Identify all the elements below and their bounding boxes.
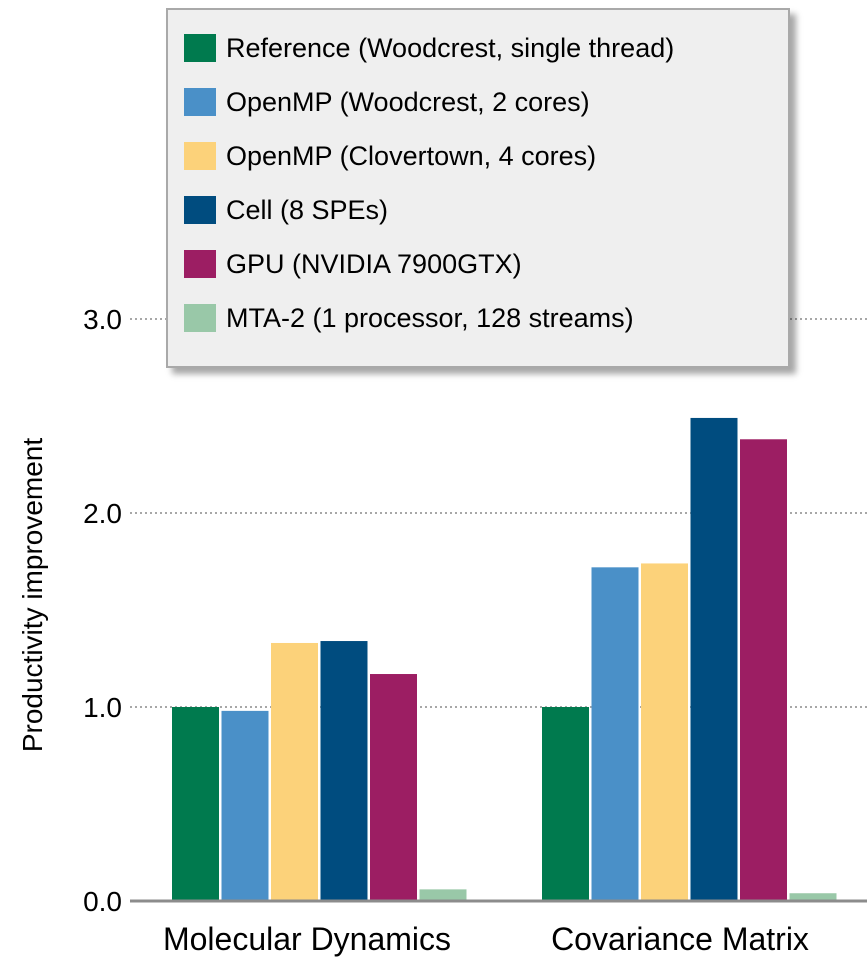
- legend-label: OpenMP (Clovertown, 4 cores): [226, 140, 597, 171]
- legend-item: OpenMP (Woodcrest, 2 cores): [184, 80, 590, 124]
- bar: [419, 889, 467, 901]
- legend-swatch: [184, 196, 216, 224]
- legend-swatch: [184, 88, 216, 116]
- bar: [641, 563, 688, 901]
- legend-item: OpenMP (Clovertown, 4 cores): [184, 134, 596, 178]
- category-label: Covariance Matrix: [551, 921, 809, 957]
- legend-label: Cell (8 SPEs): [226, 194, 389, 225]
- bar: [370, 674, 417, 901]
- y-tick-label: 1.0: [83, 692, 122, 723]
- category-labels: Molecular Dynamics Covariance Matrix: [163, 921, 809, 957]
- legend-item: MTA-2 (1 processor, 128 streams): [184, 296, 634, 340]
- legend-swatch: [184, 142, 216, 170]
- legend-swatch: [184, 250, 216, 278]
- category-label: Molecular Dynamics: [163, 921, 451, 957]
- y-tick-labels: 0.0 1.0 2.0 3.0: [83, 304, 122, 917]
- legend-swatch: [184, 34, 216, 62]
- y-tick-label: 2.0: [83, 498, 122, 529]
- legend-label: OpenMP (Woodcrest, 2 cores): [226, 86, 590, 117]
- y-tick-label: 0.0: [83, 886, 122, 917]
- bar: [271, 642, 318, 901]
- y-axis-label: Productivity improvement: [17, 438, 48, 753]
- legend-label: GPU (NVIDIA 7900GTX): [226, 248, 522, 279]
- bar: [221, 710, 269, 901]
- bar: [542, 707, 589, 901]
- bar: [740, 439, 787, 901]
- bars: [172, 417, 837, 901]
- legend-label: MTA-2 (1 processor, 128 streams): [226, 302, 634, 333]
- bar: [690, 417, 738, 901]
- legend-item: Cell (8 SPEs): [184, 188, 388, 232]
- y-tick-label: 3.0: [83, 304, 122, 335]
- legend-item: GPU (NVIDIA 7900GTX): [184, 242, 522, 286]
- bar: [789, 893, 837, 901]
- legend-item: Reference (Woodcrest, single thread): [184, 26, 674, 70]
- bar: [591, 567, 639, 901]
- legend-swatch: [184, 304, 216, 332]
- bar: [320, 641, 368, 901]
- legend-label: Reference (Woodcrest, single thread): [226, 32, 675, 63]
- bar: [172, 707, 219, 901]
- legend: Reference (Woodcrest, single thread) Open…: [166, 8, 790, 368]
